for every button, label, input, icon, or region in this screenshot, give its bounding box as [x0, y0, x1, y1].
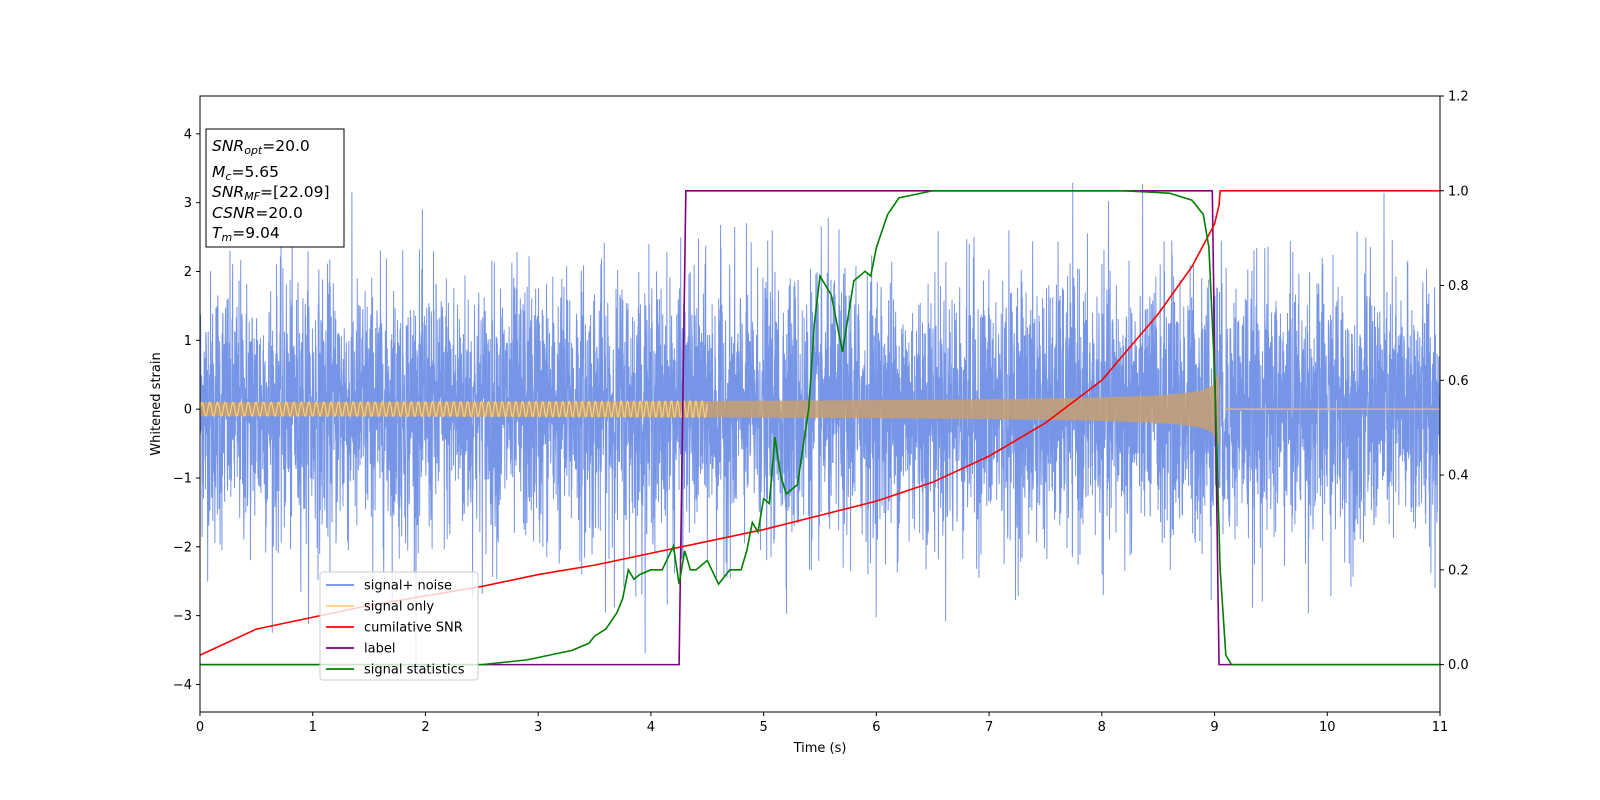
x-tick-label: 4: [647, 720, 655, 735]
y-left-tick-label: −2: [173, 540, 192, 555]
x-tick-label: 8: [1098, 720, 1106, 735]
info-box: SNRopt=20.0 Mc=5.65 SNRMF=[22.09] CSNR=2…: [205, 128, 345, 248]
y-left-tick-label: 4: [184, 127, 192, 142]
info-mc: 5.65: [244, 163, 279, 181]
x-tick-label: 6: [872, 720, 880, 735]
y-left-tick-label: 3: [184, 196, 192, 211]
x-tick-label: 9: [1210, 720, 1218, 735]
plot-frame: [199, 95, 1441, 713]
x-tick-label: 1: [309, 720, 317, 735]
y-left-tick-label: −1: [173, 471, 192, 486]
x-tick-label: 11: [1432, 720, 1449, 735]
y-right-tick-label: 0.6: [1448, 374, 1469, 389]
svg-text:SNRopt=20.0: SNRopt=20.0: [212, 137, 310, 157]
y-left-tick-label: 0: [184, 403, 192, 418]
legend-label-signal-only: signal only: [364, 600, 434, 615]
x-tick-label: 5: [759, 720, 767, 735]
y-axis-label: Whitened strain: [149, 352, 164, 455]
x-tick-label: 7: [985, 720, 993, 735]
y-right-tick-label: 1.0: [1448, 184, 1469, 199]
y-left-tick-label: −3: [173, 609, 192, 624]
series-signal-statistics-line: [200, 189, 1440, 666]
y-right-tick-label: 0.8: [1448, 279, 1469, 294]
x-tick-label: 0: [196, 720, 204, 735]
legend-label-cumulative-snr: cumilative SNR: [364, 621, 463, 636]
svg-text:CSNR=20.0: CSNR=20.0: [212, 204, 303, 222]
legend-label-signal-statistics: signal statistics: [364, 663, 465, 678]
info-csnr: 20.0: [268, 204, 303, 222]
legend-label-signal-noise: signal+ noise: [364, 579, 452, 594]
y-right-tick-label: 0.2: [1448, 563, 1469, 578]
y-left-tick-label: 2: [184, 265, 192, 280]
info-snr-opt: 20.0: [275, 137, 310, 155]
info-snr-mf: [22.09]: [273, 183, 329, 201]
series-signal-only-fill: [200, 373, 1220, 446]
y-left-tick-label: 1: [184, 334, 192, 349]
info-tm: 9.04: [245, 224, 280, 242]
svg-text:SNRMF=[22.09]: SNRMF=[22.09]: [212, 183, 330, 203]
x-tick-label: 10: [1319, 720, 1336, 735]
x-axis-label: Time (s): [793, 741, 847, 756]
y-right-tick-label: 0.0: [1448, 658, 1469, 673]
svg-text:Tm=9.04: Tm=9.04: [212, 224, 280, 244]
svg-text:Mc=5.65: Mc=5.65: [212, 163, 279, 183]
x-tick-label: 3: [534, 720, 542, 735]
series-signal-only-line: [200, 400, 708, 419]
legend-label-label: label: [364, 642, 395, 657]
legend: signal+ noise signal only cumilative SNR la…: [319, 571, 479, 681]
y-right-tick-label: 0.4: [1448, 469, 1469, 484]
ticks-layer: 0 1 2 3 4 5 6 7 8 9 10 11 −4 −3 −2 −1 0 1 2 3 4 0.0 0.2 0.4 0.6 0…: [173, 90, 1469, 736]
x-tick-label: 2: [421, 720, 429, 735]
y-left-tick-label: −4: [173, 678, 192, 693]
y-right-tick-label: 1.2: [1448, 90, 1469, 105]
